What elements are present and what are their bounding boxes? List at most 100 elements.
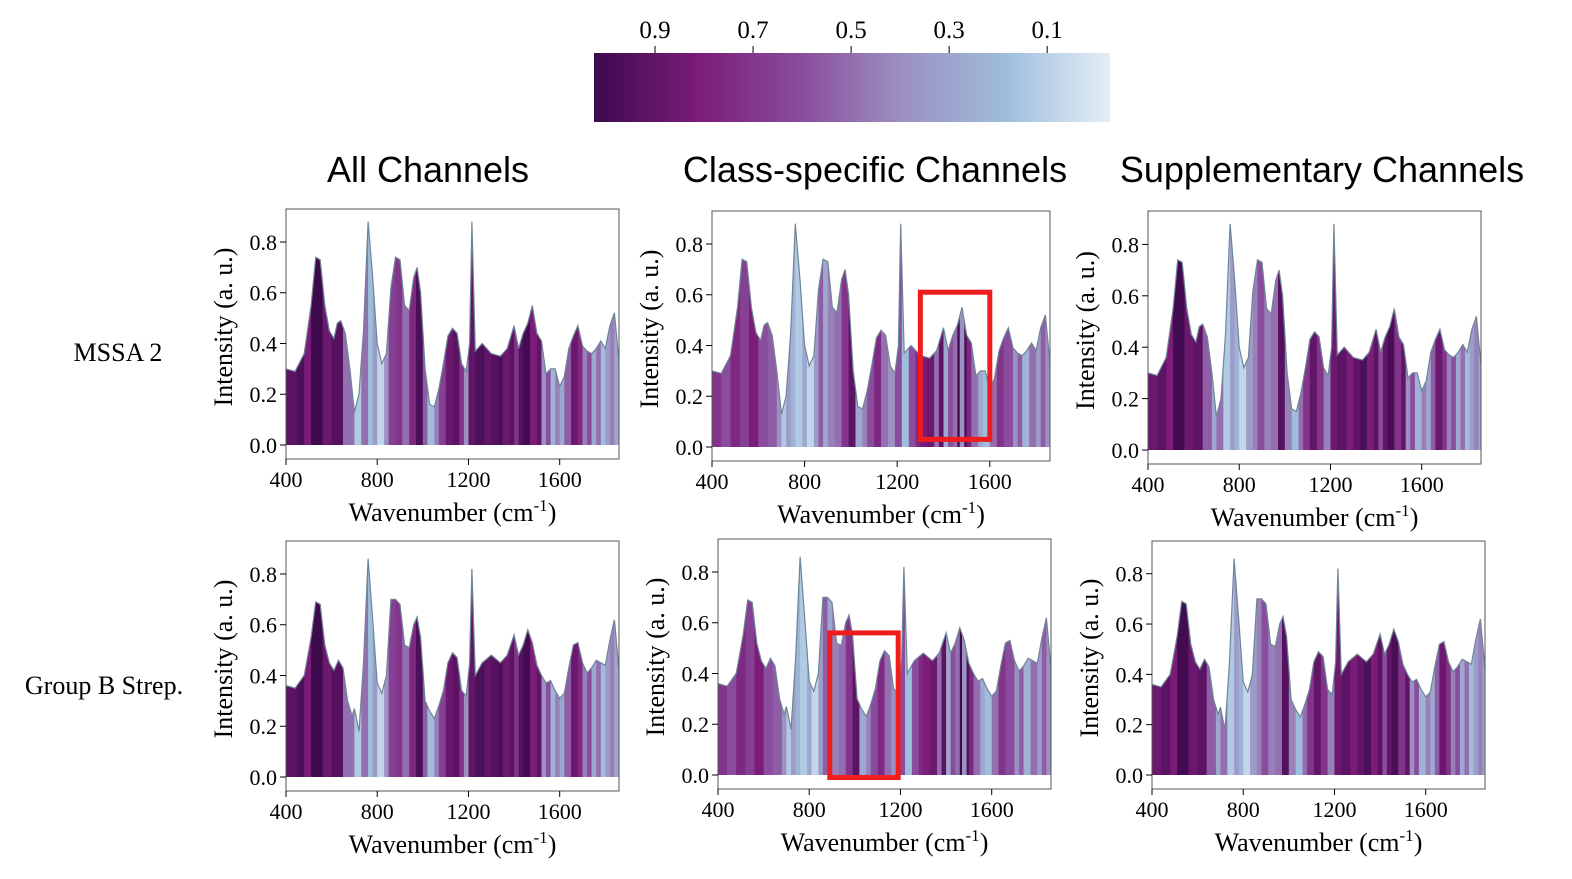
importance-strip bbox=[564, 221, 572, 445]
importance-strip bbox=[1330, 223, 1338, 450]
importance-strip bbox=[1478, 558, 1484, 775]
y-tick-label: 0.6 bbox=[682, 611, 710, 636]
importance-strip bbox=[966, 223, 972, 447]
importance-strip bbox=[1460, 223, 1466, 450]
importance-strip bbox=[1414, 558, 1420, 775]
colorbar: 0.9 0.7 0.5 0.3 0.1 bbox=[594, 17, 1110, 122]
importance-strip bbox=[502, 558, 511, 777]
importance-strip bbox=[950, 556, 956, 775]
importance-strip bbox=[311, 558, 324, 777]
y-tick-label: 0.2 bbox=[1116, 713, 1144, 738]
panel-frame bbox=[1151, 540, 1486, 790]
importance-strip bbox=[331, 221, 344, 445]
importance-strip bbox=[908, 223, 917, 447]
panel-mssa2-all: 0.0 0.2 0.4 0.6 0.8 400 800 1200 1600 Wavenumber … bbox=[209, 208, 620, 527]
importance-strip bbox=[1046, 556, 1051, 775]
x-tick-label: 1200 bbox=[878, 797, 922, 822]
importance-strip bbox=[1450, 558, 1456, 775]
importance-strip bbox=[1152, 558, 1162, 775]
importance-strip bbox=[536, 558, 543, 777]
importance-strip bbox=[795, 223, 803, 447]
importance-strip bbox=[609, 558, 616, 777]
importance-strip bbox=[1430, 223, 1436, 450]
x-tick-label: 800 bbox=[788, 469, 821, 494]
importance-strip bbox=[463, 558, 470, 777]
importance-strip bbox=[1256, 558, 1263, 775]
importance-strip bbox=[1023, 556, 1031, 775]
y-tick-label: 0.2 bbox=[682, 712, 710, 737]
x-tick-label: 1200 bbox=[446, 467, 490, 492]
x-tick-label: 1200 bbox=[875, 469, 919, 494]
importance-strip bbox=[1284, 223, 1293, 450]
importance-strip bbox=[874, 223, 882, 447]
importance-strip bbox=[354, 558, 362, 777]
importance-strip bbox=[1405, 558, 1411, 775]
importance-strip bbox=[1405, 223, 1411, 450]
importance-strip bbox=[1394, 223, 1402, 450]
importance-strip bbox=[971, 223, 979, 447]
importance-strip bbox=[546, 221, 552, 445]
y-tick-label: 0.4 bbox=[682, 661, 710, 686]
importance-strip bbox=[1238, 558, 1244, 775]
importance-strip bbox=[1252, 223, 1259, 450]
importance-strip bbox=[1302, 558, 1308, 775]
importance-strip bbox=[763, 556, 774, 775]
importance-strip bbox=[1166, 223, 1174, 450]
importance-strip bbox=[1439, 558, 1447, 775]
importance-strip bbox=[1350, 558, 1358, 775]
y-tick-label: 0.8 bbox=[676, 232, 704, 257]
importance-strip bbox=[1469, 558, 1475, 775]
importance-strip bbox=[514, 558, 520, 777]
y-tick-label: 0.2 bbox=[1112, 387, 1140, 412]
importance-strip bbox=[1013, 223, 1019, 447]
importance-strip bbox=[297, 558, 305, 777]
y-tick-label: 0.8 bbox=[1116, 562, 1144, 587]
importance-strip bbox=[459, 558, 465, 777]
importance-strip bbox=[402, 558, 410, 777]
importance-strip bbox=[996, 223, 1005, 447]
y-axis-label: Intensity (a. u.) bbox=[209, 248, 238, 407]
importance-strip bbox=[758, 223, 769, 447]
importance-strip bbox=[498, 558, 504, 777]
importance-strip bbox=[1337, 223, 1347, 450]
spectrum-line bbox=[1151, 558, 1486, 730]
importance-strip bbox=[384, 558, 390, 777]
x-tick-label: 800 bbox=[1227, 797, 1260, 822]
importance-strip bbox=[1435, 223, 1443, 450]
x-tick-label: 1600 bbox=[538, 467, 582, 492]
importance-strip bbox=[937, 556, 943, 775]
importance-strip bbox=[452, 558, 460, 777]
importance-strip bbox=[1250, 558, 1258, 775]
importance-strip bbox=[1230, 223, 1236, 450]
importance-strip bbox=[416, 221, 424, 445]
panel-frame bbox=[711, 210, 1051, 462]
importance-strip bbox=[523, 221, 531, 445]
importance-strip bbox=[946, 556, 952, 775]
importance-strip bbox=[1170, 558, 1178, 775]
importance-strip bbox=[1206, 558, 1217, 775]
panel-mssa2-supplementary: 0.0 0.2 0.4 0.6 0.8 400 800 1200 1600 Wavenumber … bbox=[1071, 210, 1482, 532]
importance-strip bbox=[1360, 223, 1368, 450]
importance-strip bbox=[509, 558, 515, 777]
x-tick-label: 400 bbox=[696, 469, 729, 494]
y-tick-label: 0.8 bbox=[250, 230, 278, 255]
importance-strip bbox=[502, 221, 511, 445]
importance-strip bbox=[1410, 223, 1416, 450]
importance-strip bbox=[730, 223, 741, 447]
importance-strip bbox=[1041, 556, 1048, 775]
importance-strip bbox=[712, 223, 722, 447]
x-tick-label: 400 bbox=[702, 797, 735, 822]
importance-strip bbox=[1464, 558, 1470, 775]
x-tick-label: 1600 bbox=[970, 797, 1014, 822]
importance-strip bbox=[1223, 223, 1231, 450]
importance-strip bbox=[559, 558, 565, 777]
y-axis-label: Intensity (a. u.) bbox=[209, 580, 238, 739]
importance-strip bbox=[1216, 223, 1224, 450]
importance-strip bbox=[1353, 223, 1361, 450]
importance-strip bbox=[459, 221, 465, 445]
importance-strip bbox=[1391, 558, 1399, 775]
importance-strip bbox=[1442, 223, 1448, 450]
importance-strip bbox=[767, 223, 778, 447]
y-tick-label: 0.6 bbox=[250, 281, 278, 306]
importance-strip bbox=[918, 556, 924, 775]
